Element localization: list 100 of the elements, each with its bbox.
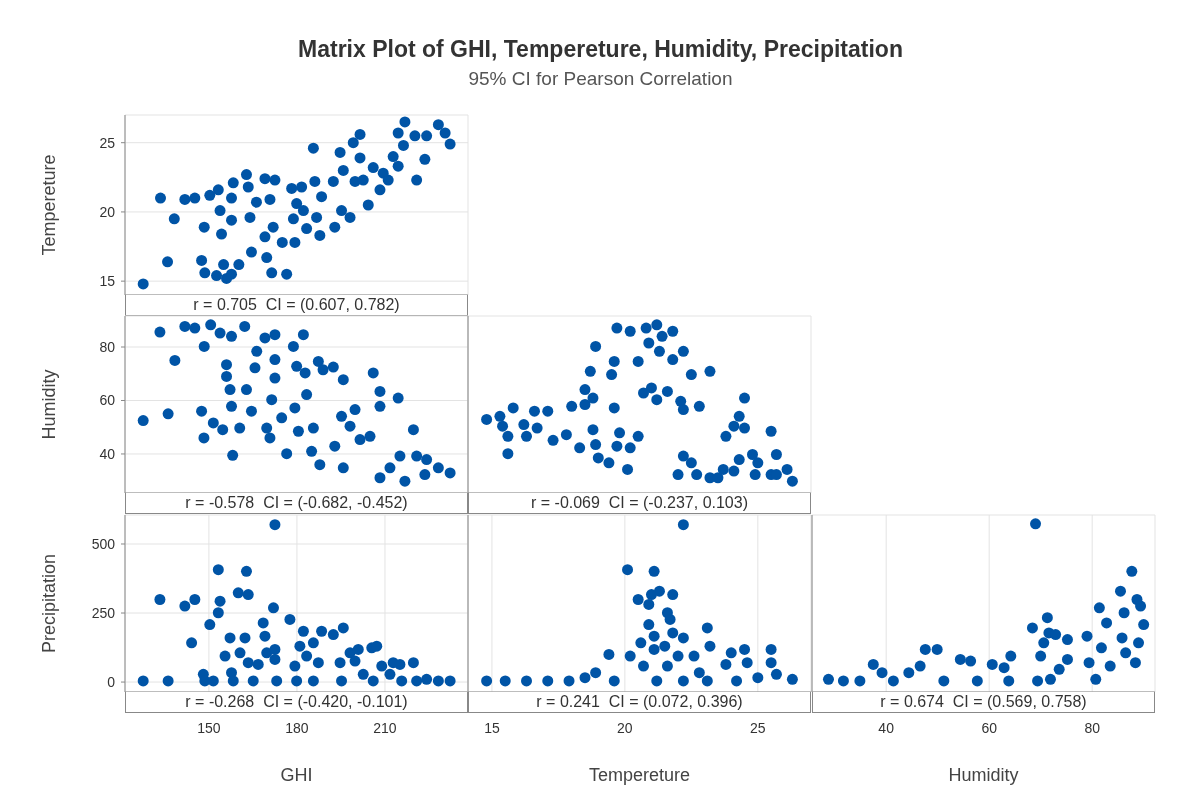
- point: [739, 643, 751, 655]
- point: [1061, 653, 1073, 665]
- point: [499, 675, 511, 687]
- point: [648, 565, 660, 577]
- text: r = 0.705 CI = (0.607, 0.782): [125, 295, 468, 316]
- point: [667, 627, 679, 639]
- point: [938, 675, 950, 687]
- point: [786, 673, 798, 685]
- point: [1093, 602, 1105, 614]
- point: [1135, 600, 1147, 612]
- text: 95% CI for Pearson Correlation: [467, 68, 734, 90]
- y-axis-title: Precipitation: [39, 553, 60, 654]
- y-tick-label: 40: [99, 445, 116, 462]
- point: [919, 643, 931, 655]
- x-tick-label: 180: [285, 720, 309, 736]
- point: [1035, 650, 1047, 662]
- x-tick-label: 20: [617, 720, 633, 736]
- point: [661, 660, 673, 672]
- point: [1138, 619, 1150, 631]
- point: [590, 667, 602, 679]
- point: [608, 675, 620, 687]
- point: [643, 598, 655, 610]
- point: [741, 657, 753, 669]
- x-tick-label: 150: [197, 720, 221, 736]
- point: [1095, 642, 1107, 654]
- point: [481, 675, 493, 687]
- point: [521, 675, 532, 687]
- point: [637, 660, 649, 672]
- point: [677, 519, 689, 531]
- point: [632, 594, 644, 605]
- point: [1038, 637, 1050, 649]
- text: r = 0.674 CI = (0.569, 0.758): [812, 692, 1155, 713]
- point: [1005, 650, 1017, 662]
- point: [664, 613, 676, 625]
- point: [1026, 622, 1038, 634]
- point: [867, 658, 879, 670]
- y-tick-label: 25: [99, 134, 116, 151]
- point: [770, 668, 782, 680]
- point: [1053, 663, 1065, 675]
- point: [752, 672, 764, 684]
- point: [672, 650, 684, 662]
- y-axis-title: Tempereture: [39, 154, 60, 256]
- point: [854, 675, 866, 687]
- point: [914, 660, 926, 672]
- point: [677, 675, 689, 687]
- point: [1044, 673, 1056, 685]
- point: [1041, 612, 1053, 624]
- y-tick-label: 60: [99, 392, 116, 409]
- point: [971, 675, 983, 687]
- point: [725, 647, 737, 659]
- point: [931, 643, 943, 655]
- text: Matrix Plot of GHI, Tempereture, Humidity, Precipitation: [297, 36, 904, 63]
- y-tick-label: 250: [91, 605, 116, 622]
- point: [986, 658, 998, 670]
- point: [1133, 637, 1145, 649]
- x-tick-label: 40: [878, 720, 895, 736]
- x-tick-label: 210: [373, 720, 397, 736]
- point: [965, 655, 977, 667]
- point: [731, 675, 743, 687]
- x-tick-label: 60: [981, 720, 998, 736]
- point: [648, 630, 660, 642]
- point: [579, 672, 591, 684]
- point: [1050, 629, 1062, 641]
- point: [765, 643, 777, 655]
- y-tick-label: 80: [99, 339, 116, 356]
- point: [701, 675, 713, 687]
- point: [701, 622, 713, 634]
- point: [677, 632, 689, 644]
- point: [1129, 657, 1141, 669]
- point: [887, 675, 899, 687]
- point: [1118, 607, 1130, 619]
- y-tick-label: 500: [91, 535, 116, 552]
- text: r = -0.268 CI = (-0.420, -0.101): [125, 692, 468, 713]
- point: [622, 564, 634, 576]
- x-axis-title: Humidity: [948, 765, 1019, 785]
- x-axis-title: GHI: [280, 765, 313, 785]
- point: [667, 589, 679, 601]
- point: [1030, 518, 1042, 530]
- point: [903, 667, 915, 679]
- point: [688, 650, 700, 662]
- point: [653, 585, 665, 597]
- x-tick-label: 80: [1084, 720, 1101, 736]
- point: [1126, 565, 1138, 577]
- text: r = 0.241 CI = (0.072, 0.396): [468, 692, 811, 713]
- point: [1104, 660, 1116, 672]
- text: r = -0.069 CI = (-0.237, 0.103): [468, 493, 811, 514]
- point: [651, 675, 663, 687]
- point: [1101, 617, 1113, 629]
- point: [1120, 647, 1132, 659]
- y-tick-label: 15: [99, 273, 116, 290]
- point: [643, 619, 655, 631]
- point: [876, 667, 888, 679]
- point: [659, 640, 671, 652]
- point: [563, 675, 575, 687]
- text: r = -0.578 CI = (-0.682, -0.452): [125, 493, 468, 514]
- point: [837, 675, 849, 687]
- point: [1083, 657, 1095, 669]
- point: [704, 640, 716, 652]
- point: [720, 658, 732, 670]
- point: [1114, 585, 1126, 597]
